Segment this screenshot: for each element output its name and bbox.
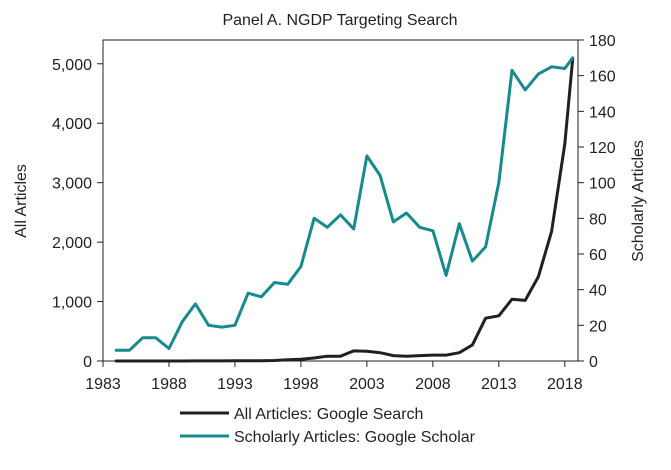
y2-tick-label: 60 bbox=[589, 247, 607, 264]
series-line-google-scholar bbox=[114, 56, 575, 352]
y-tick-label: 4,000 bbox=[52, 116, 92, 133]
x-tick-label: 1993 bbox=[217, 376, 253, 393]
y-tick-label: 1,000 bbox=[52, 295, 92, 312]
y2-tick-label: 140 bbox=[589, 104, 616, 121]
y2-tick-label: 0 bbox=[589, 354, 598, 371]
x-tick-label: 2003 bbox=[349, 376, 385, 393]
legend: All Articles: Google Search Scholarly Ar… bbox=[180, 406, 476, 446]
y2-tick-label: 80 bbox=[589, 211, 607, 228]
x-tick-label: 2018 bbox=[547, 376, 583, 393]
y2-tick-label: 20 bbox=[589, 318, 607, 335]
y2-tick-label: 180 bbox=[589, 33, 616, 50]
legend-label-google-search: All Articles: Google Search bbox=[234, 406, 423, 423]
chart-title: Panel A. NGDP Targeting Search bbox=[222, 12, 457, 29]
y2-tick-label: 160 bbox=[589, 69, 616, 86]
x-tick-label: 1988 bbox=[151, 376, 187, 393]
x-tick-label: 2008 bbox=[415, 376, 451, 393]
y-tick-label: 0 bbox=[83, 354, 92, 371]
plot-frame bbox=[102, 39, 579, 362]
y2-tick-label: 120 bbox=[589, 140, 616, 157]
y2-tick-label: 40 bbox=[589, 283, 607, 300]
x-tick-label: 2013 bbox=[481, 376, 517, 393]
legend-label-google-scholar: Scholarly Articles: Google Scholar bbox=[234, 429, 476, 446]
y-tick-label: 5,000 bbox=[52, 57, 92, 74]
y-axis-left-label: All Articles bbox=[13, 164, 30, 238]
plot-area: 1983 1988 1993 1998 2003 2008 2013 201801,0002,… bbox=[52, 33, 616, 393]
x-tick-label: 1983 bbox=[85, 376, 121, 393]
x-tick-label: 1998 bbox=[283, 376, 319, 393]
y-tick-label: 2,000 bbox=[52, 235, 92, 252]
y2-tick-label: 100 bbox=[589, 176, 616, 193]
y-axis-right-label: Scholarly Articles bbox=[630, 140, 647, 262]
y-tick-label: 3,000 bbox=[52, 176, 92, 193]
series-line-google-search bbox=[114, 57, 575, 363]
